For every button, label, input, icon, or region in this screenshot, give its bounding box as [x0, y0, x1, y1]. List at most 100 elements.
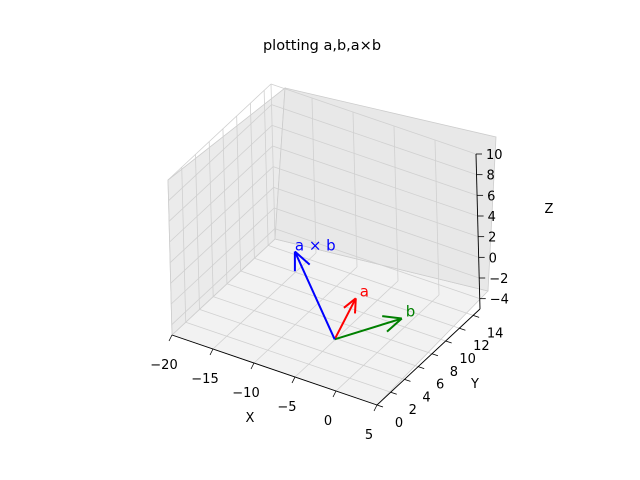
axis-lines: [171, 153, 481, 406]
grid-line: [273, 186, 479, 258]
grid-line: [185, 321, 391, 393]
chart-title: plotting a,b,a×b: [263, 38, 381, 54]
grid-line: [167, 83, 272, 181]
x-tick: [373, 404, 378, 412]
y-tick: [418, 366, 425, 369]
grid-line: [254, 257, 460, 329]
grid-line: [168, 104, 272, 201]
grid-line: [270, 83, 276, 240]
z-tick-label: 2: [488, 231, 496, 246]
y-tick: [459, 327, 466, 331]
y-tick-label: 14: [487, 326, 504, 341]
vector-label: a: [360, 282, 369, 300]
x-tick: [168, 334, 173, 342]
y-tick-label: 0: [395, 416, 403, 431]
z-tick-label: 4: [488, 210, 496, 225]
grid-line: [311, 97, 317, 254]
grid-line: [393, 125, 399, 282]
y-tick-label: 10: [459, 352, 476, 367]
vector-head: [343, 297, 357, 309]
grid-line: [167, 179, 173, 336]
z-axis-line: [475, 153, 481, 310]
grid-line: [263, 90, 269, 246]
y-tick: [376, 404, 384, 408]
vector-axb: a × b: [293, 237, 336, 340]
y-tick: [431, 353, 439, 357]
grid-line: [352, 111, 358, 268]
vector-head: [386, 317, 403, 333]
x-axis-label: X: [246, 411, 255, 426]
vector-head: [353, 298, 357, 314]
x-tick-label: −15: [191, 372, 218, 387]
x-tick-label: 0: [324, 414, 332, 429]
z-tick-label: 6: [487, 189, 495, 204]
x-tick: [291, 376, 296, 384]
y-tick-label: 4: [422, 390, 430, 405]
grid-line: [272, 145, 478, 217]
vector-a: a: [333, 282, 369, 340]
y-tick: [404, 379, 411, 382]
grid-line: [271, 124, 478, 196]
grid-line: [434, 139, 440, 296]
grid-line: [236, 115, 242, 272]
z-tick-label: −4: [490, 293, 509, 308]
grid-line: [170, 187, 274, 284]
y-tick: [473, 315, 480, 318]
grid-line: [222, 128, 228, 284]
vector-head: [294, 250, 311, 266]
x-tick: [209, 348, 214, 356]
vector-shaft: [334, 317, 403, 341]
grid-line: [171, 238, 276, 336]
vector-head: [382, 315, 402, 320]
y-tick: [390, 391, 397, 395]
x-tick-label: −20: [150, 358, 177, 373]
z-tick-label: 10: [486, 148, 503, 163]
grid-line: [273, 166, 479, 238]
x-axis-line: [171, 334, 378, 406]
vector-shaft: [333, 297, 357, 340]
x-tick: [250, 362, 255, 370]
grid-line: [195, 154, 200, 310]
grid-line: [335, 294, 440, 392]
grid-line: [271, 104, 477, 176]
grid-line: [171, 228, 276, 325]
z-tick-label: 8: [487, 169, 495, 184]
y-tick: [445, 340, 452, 344]
y-tick-label: 2: [409, 403, 417, 418]
y-axis-line: [376, 308, 481, 406]
grid-line: [226, 283, 433, 355]
y-tick-label: 12: [473, 339, 490, 354]
x-tick-label: 5: [365, 428, 373, 443]
grid-line: [250, 103, 255, 259]
grid-line: [169, 166, 274, 263]
grid-line: [208, 141, 214, 297]
grid-line: [170, 207, 275, 305]
y-tick-label: 6: [436, 378, 444, 393]
vector-shaft: [293, 251, 336, 340]
grid-line: [169, 145, 273, 243]
grid-line: [274, 207, 480, 279]
grid-line: [253, 266, 358, 364]
grid-line: [240, 270, 446, 342]
x-tick-label: −5: [277, 400, 296, 415]
grid-line: [212, 252, 317, 350]
y-axis-label: Y: [470, 377, 479, 392]
z-tick-label: 0: [489, 251, 497, 266]
vectors: a b a × b: [293, 237, 416, 341]
x-tick: [332, 390, 337, 398]
back-wall-pane: [274, 87, 497, 292]
x-tick-label: −10: [232, 386, 259, 401]
vector-b: b: [334, 303, 416, 341]
grid-line: [274, 228, 480, 300]
z-axis-label: Z: [545, 202, 554, 217]
grid-line: [199, 309, 405, 380]
grid-line: [213, 296, 419, 367]
grid-line: [294, 280, 399, 378]
z-tick-label: −2: [489, 272, 508, 287]
grid-line: [181, 167, 187, 323]
vector-label: b: [406, 303, 416, 321]
grid-line: [168, 125, 273, 222]
vector-label: a × b: [295, 237, 336, 255]
